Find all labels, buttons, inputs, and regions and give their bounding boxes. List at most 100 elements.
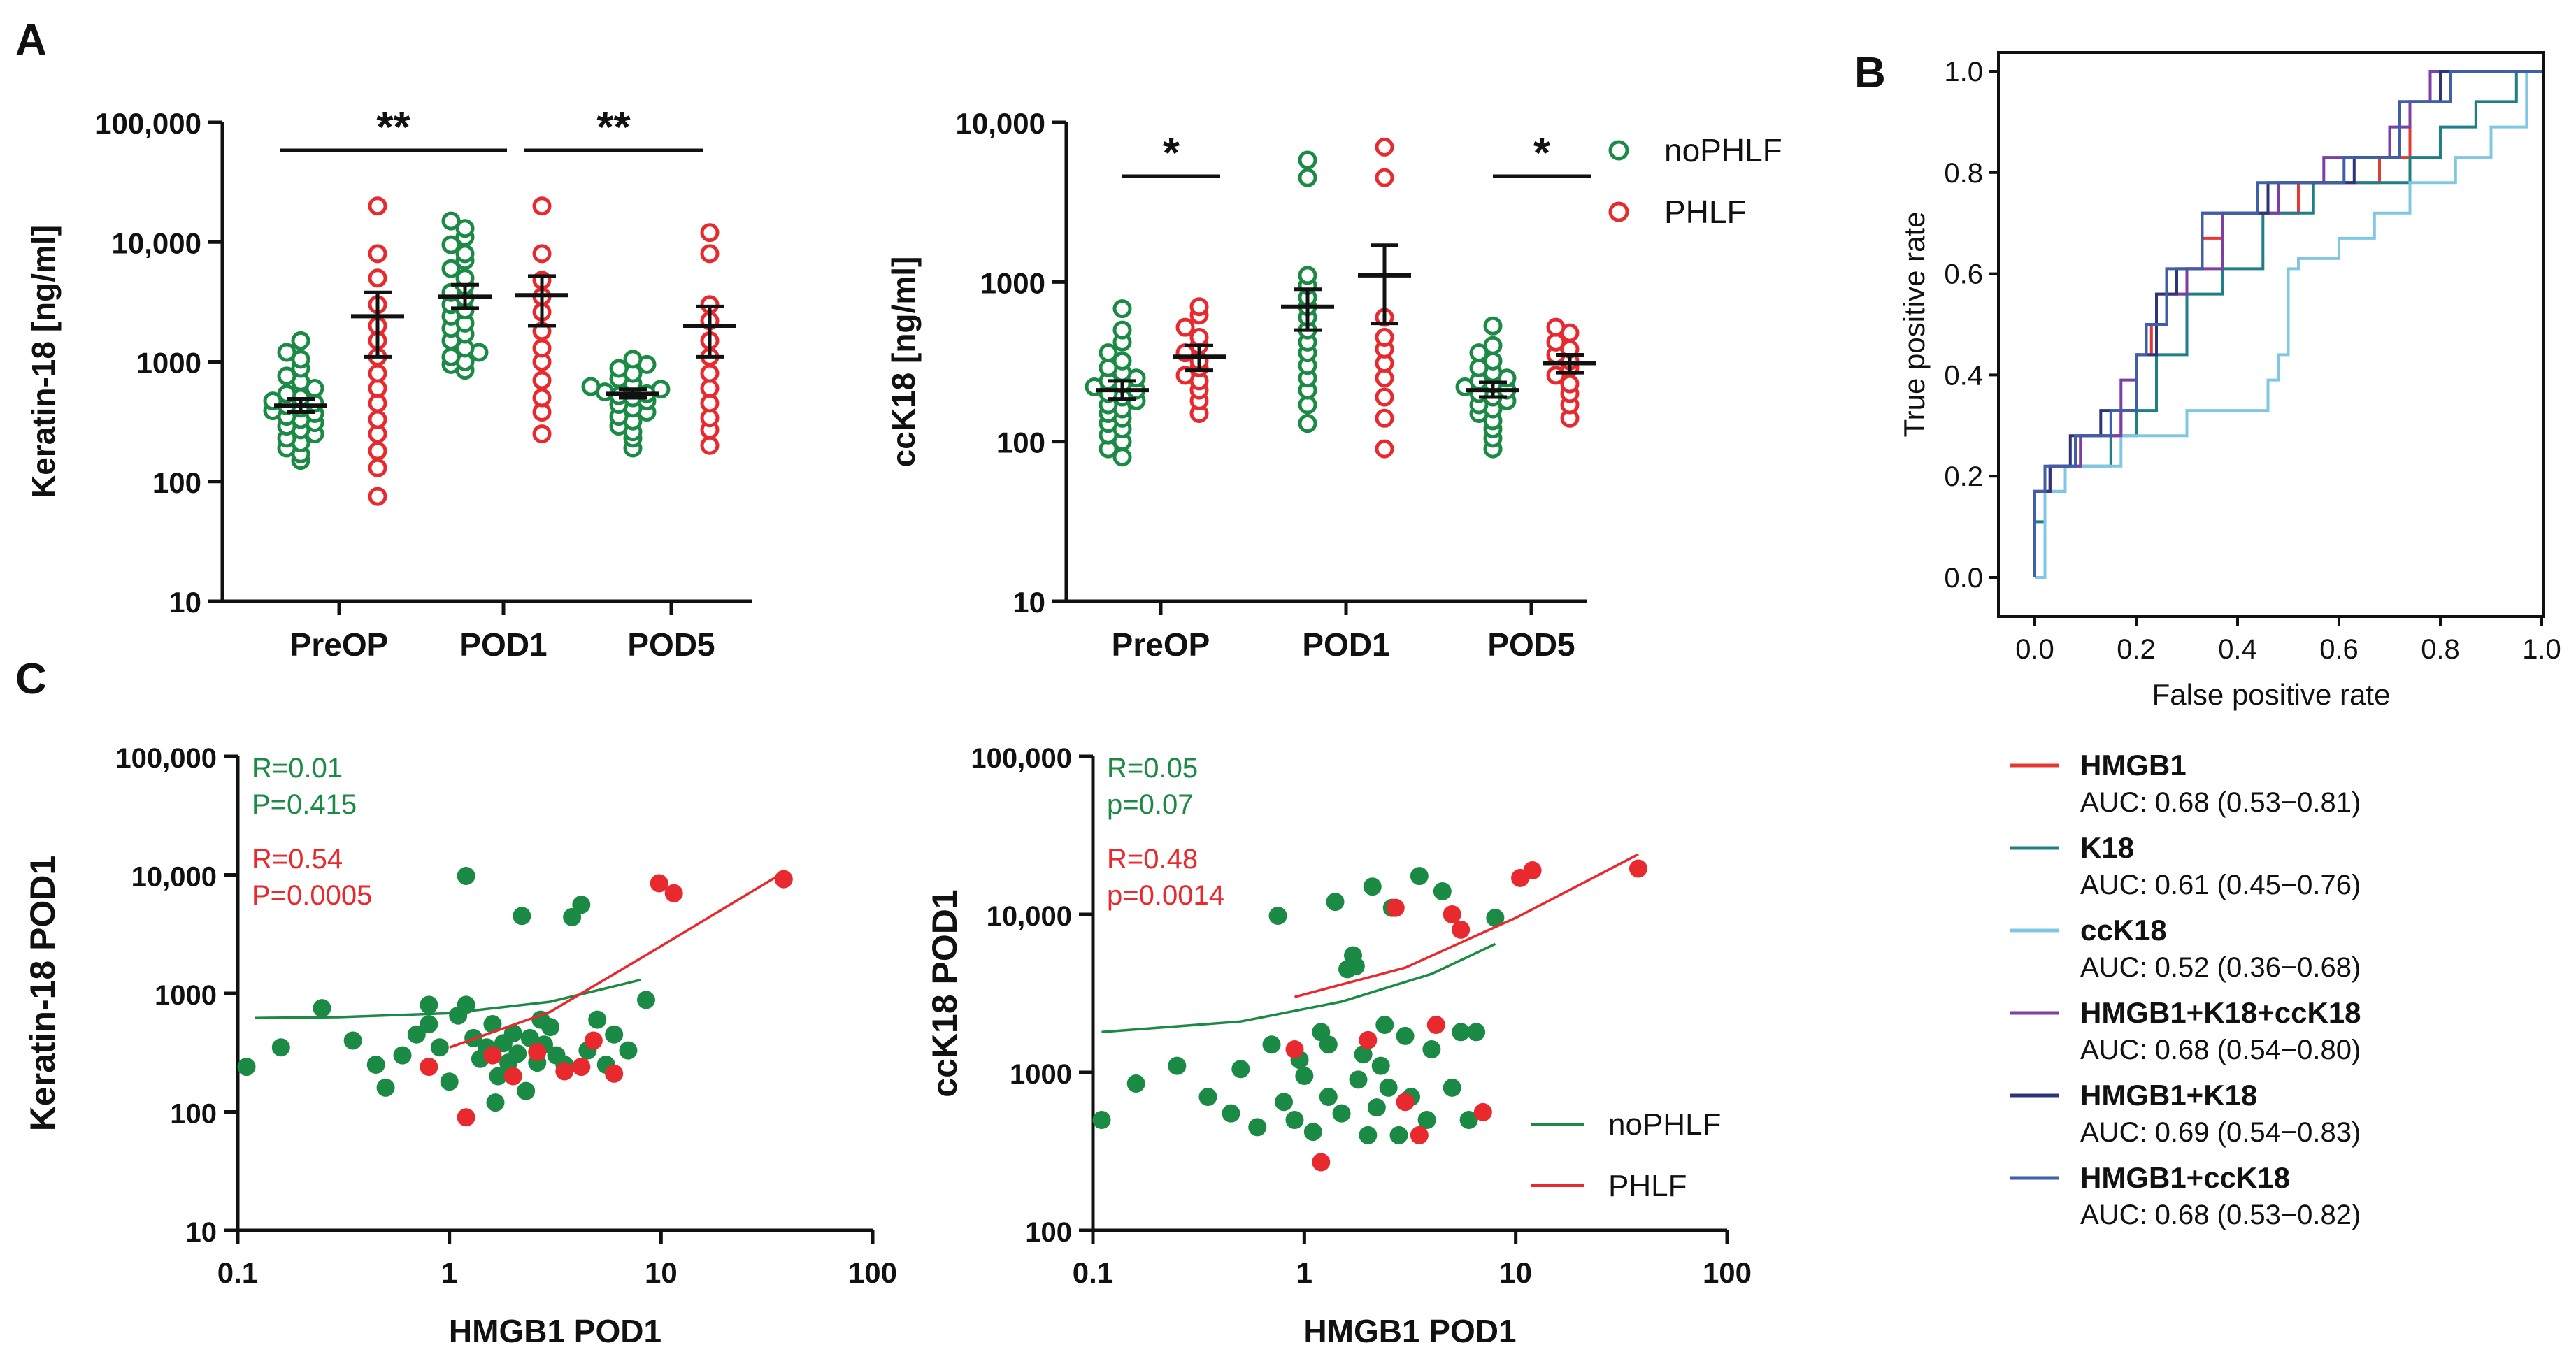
- data-point-nophlf: [440, 1072, 459, 1091]
- legend-auc: AUC: 0.68 (0.54−0.80): [2080, 1035, 2361, 1065]
- data-point-nophlf: [1112, 320, 1132, 340]
- data-point-nophlf: [291, 331, 310, 350]
- data-point-phlf: [1546, 317, 1566, 337]
- x-tick-label: 100: [848, 1256, 897, 1289]
- data-point-phlf: [368, 410, 387, 429]
- data-point-nophlf: [517, 1081, 536, 1100]
- data-point-phlf: [1375, 168, 1394, 187]
- data-point-phlf: [1189, 297, 1209, 317]
- x-tick-label: 10: [1499, 1256, 1532, 1289]
- data-point-nophlf: [503, 1024, 522, 1043]
- significance-stars: **: [596, 103, 631, 152]
- data-point-phlf: [555, 1062, 574, 1081]
- stat-r: R=0.48: [1107, 844, 1198, 875]
- data-point-phlf: [368, 268, 387, 288]
- x-tick-label: PreOP: [290, 626, 389, 663]
- data-point-phlf: [503, 1067, 522, 1086]
- data-point-nophlf: [1417, 1111, 1436, 1130]
- data-point-phlf: [1285, 1040, 1304, 1058]
- data-point-nophlf: [277, 366, 296, 386]
- data-point-nophlf: [376, 1078, 395, 1097]
- data-point-phlf: [1629, 859, 1647, 878]
- y-tick-label: 100: [152, 466, 201, 499]
- x-tick-label: POD5: [627, 626, 715, 663]
- legend-name: HMGB1+K18: [2080, 1079, 2257, 1112]
- roc-frame: [1997, 51, 2545, 618]
- x-tick-label: 100: [1703, 1256, 1752, 1289]
- data-point-nophlf: [1375, 1015, 1394, 1034]
- data-point-nophlf: [457, 866, 475, 885]
- data-point-nophlf: [1298, 266, 1317, 285]
- data-point-phlf: [1452, 920, 1471, 939]
- significance-stars: **: [376, 103, 410, 152]
- legend-label: noPHLF: [1664, 132, 1782, 168]
- stat-p: P=0.0005: [252, 880, 372, 911]
- data-point-phlf: [368, 378, 387, 398]
- chart-a2: 10 100 1000 10,000 ccK18 [ng/ml] PreOP POD1 POD…: [885, 107, 1782, 663]
- data-point-nophlf: [420, 1015, 438, 1034]
- data-point-phlf: [1426, 1015, 1445, 1034]
- data-point-phlf: [1359, 1030, 1378, 1049]
- x-tick-label: 1: [1296, 1256, 1312, 1289]
- data-point-phlf: [1473, 1102, 1492, 1121]
- data-point-phlf: [1410, 1126, 1429, 1144]
- y-tick-label: 100: [170, 1099, 217, 1130]
- data-point-nophlf: [1332, 1104, 1351, 1123]
- data-point-nophlf: [1469, 343, 1489, 363]
- data-point-nophlf: [1198, 1088, 1217, 1107]
- data-point-nophlf: [623, 350, 643, 369]
- data-point-nophlf: [343, 1031, 362, 1050]
- data-point-phlf: [1396, 1093, 1415, 1112]
- data-point-phlf: [532, 338, 552, 358]
- data-point-nophlf: [1467, 1023, 1486, 1042]
- y-tick-label: 100: [1025, 1217, 1072, 1248]
- data-point-phlf: [700, 364, 720, 383]
- chart-a1: 10 100 1000 10,000 100,000 Keratin-18 [ng/ml]…: [25, 103, 752, 663]
- data-point-nophlf: [1389, 1126, 1408, 1144]
- y-axis-title: Keratin-18 [ng/ml]: [25, 225, 62, 498]
- data-point-nophlf: [1222, 1104, 1240, 1123]
- data-point-nophlf: [441, 235, 461, 254]
- panel-label-c: C: [15, 655, 47, 703]
- data-point-phlf: [664, 884, 683, 902]
- data-point-nophlf: [441, 211, 461, 231]
- data-point-nophlf: [1367, 1098, 1386, 1117]
- data-point-phlf: [457, 1108, 475, 1127]
- data-point-nophlf: [1126, 1074, 1145, 1093]
- data-point-phlf: [1375, 328, 1394, 347]
- legend-name: HMGB1+K18+ccK18: [2080, 996, 2361, 1029]
- y-tick-label: 1000: [155, 980, 217, 1011]
- x-tick-label: POD5: [1487, 626, 1575, 663]
- data-point-nophlf: [313, 999, 331, 1018]
- legend-marker: [1608, 140, 1629, 161]
- data-point-nophlf: [1483, 336, 1503, 355]
- y-tick-label: 1000: [980, 266, 1045, 299]
- stat-p: p=0.0014: [1107, 880, 1224, 911]
- y-tick-label: 100,000: [95, 107, 201, 140]
- data-point-phlf: [1523, 861, 1542, 880]
- significance-star: *: [1163, 129, 1180, 178]
- y-tick-label: 1.0: [1944, 57, 1983, 87]
- x-tick-label: 1.0: [2522, 634, 2561, 665]
- panel-label-b: B: [1854, 49, 1886, 97]
- data-point-nophlf: [1452, 1023, 1471, 1042]
- data-point-phlf: [368, 458, 387, 477]
- data-point-nophlf: [513, 907, 531, 926]
- y-tick-label: 10,000: [987, 901, 1072, 932]
- data-point-nophlf: [588, 1010, 607, 1029]
- chart-roc: 0.0 0.0 0.2 0.2 0.4 0.4 0.6 0.6 0.8 0.8 1.0 1.0 Fals…: [1898, 51, 2561, 1230]
- legend-name: HMGB1: [2080, 749, 2187, 782]
- data-point-phlf: [368, 196, 387, 216]
- y-axis-title: ccK18 POD1: [925, 889, 964, 1097]
- data-point-nophlf: [619, 1041, 638, 1060]
- data-point-phlf: [700, 223, 720, 243]
- data-point-phlf: [368, 244, 387, 264]
- data-point-nophlf: [486, 1093, 505, 1112]
- data-point-nophlf: [271, 1038, 290, 1057]
- x-tick-label: POD1: [459, 626, 547, 663]
- x-axis-title: False positive rate: [2152, 678, 2391, 711]
- y-tick-label: 0.2: [1944, 461, 1983, 492]
- y-tick-label: 10: [1012, 586, 1045, 619]
- data-point-phlf: [1443, 905, 1461, 923]
- data-point-nophlf: [1275, 1093, 1294, 1112]
